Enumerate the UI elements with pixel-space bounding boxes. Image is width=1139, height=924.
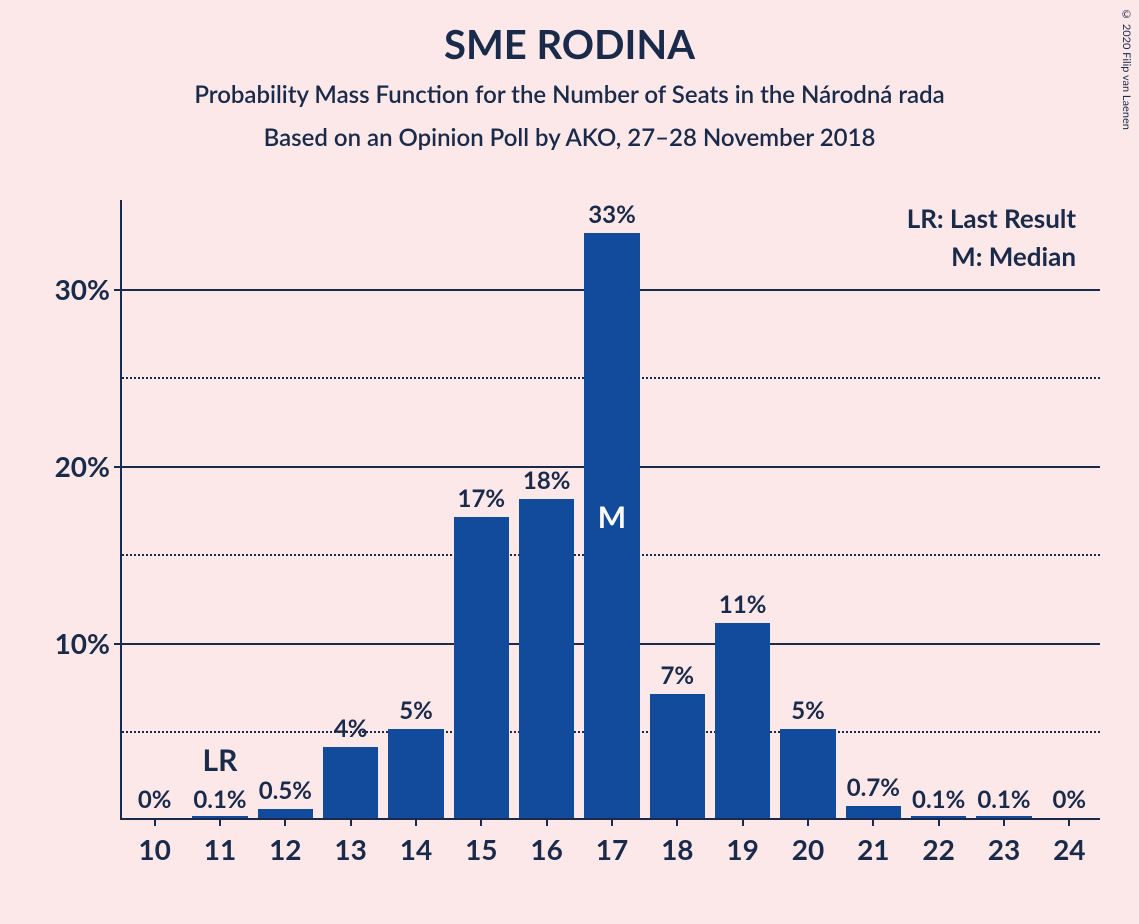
- median-marker: M: [598, 499, 626, 535]
- bar-value-label: 5%: [399, 696, 433, 725]
- xtick-mark: [284, 818, 286, 826]
- bar-slot: 18%16: [514, 198, 579, 818]
- xtick-label: 24: [1053, 832, 1085, 866]
- bar-slot: 4%13: [318, 198, 383, 818]
- bar-slot: 5%14: [383, 198, 448, 818]
- xtick-label: 19: [726, 832, 758, 866]
- bar-slot: 0%24: [1037, 198, 1102, 818]
- bar: 5%: [388, 729, 444, 818]
- xtick-label: 15: [465, 832, 497, 866]
- xtick-label: 23: [988, 832, 1020, 866]
- xtick-mark: [546, 818, 548, 826]
- bar: 7%: [650, 694, 706, 818]
- bar-value-label: 17%: [458, 484, 506, 513]
- xtick-mark: [154, 818, 156, 826]
- bar-value-label: 0%: [138, 785, 172, 814]
- xtick-label: 12: [269, 832, 301, 866]
- copyright-text: © 2020 Filip van Laenen: [1120, 8, 1133, 130]
- xtick-label: 22: [922, 832, 954, 866]
- bar-value-label: 5%: [791, 696, 825, 725]
- bar-value-label: 4%: [334, 714, 368, 743]
- xtick-label: 20: [792, 832, 824, 866]
- xtick-label: 10: [138, 832, 170, 866]
- xtick-mark: [872, 818, 874, 826]
- ytick-label: 30%: [55, 272, 122, 306]
- xtick-label: 11: [204, 832, 236, 866]
- bar-slot: 0%10: [122, 198, 187, 818]
- bar-value-label: 7%: [661, 661, 695, 690]
- xtick-mark: [938, 818, 940, 826]
- xtick-mark: [219, 818, 221, 826]
- xtick-label: 14: [400, 832, 432, 866]
- xtick-label: 21: [857, 832, 889, 866]
- bar: 0.5%: [258, 809, 314, 818]
- plot-area: LR: Last ResultM: Median 10%20%30%0%100.…: [120, 200, 1100, 820]
- xtick-mark: [415, 818, 417, 826]
- bar-slot: 0.1%22: [906, 198, 971, 818]
- last-result-marker: LR: [203, 742, 238, 778]
- bar-value-label: 0.1%: [193, 785, 246, 814]
- ytick-label: 20%: [55, 449, 122, 483]
- bar-value-label: 0%: [1053, 785, 1087, 814]
- bar: 33%M: [584, 233, 640, 818]
- bar-value-label: 33%: [588, 200, 636, 229]
- xtick-mark: [611, 818, 613, 826]
- bar-slot: 0.1%LR11: [187, 198, 252, 818]
- chart-subtitle-2: Based on an Opinion Poll by AKO, 27–28 N…: [0, 123, 1139, 152]
- chart-container: SME RODINA Probability Mass Function for…: [0, 0, 1139, 924]
- bar-slot: 0.1%23: [971, 198, 1036, 818]
- bar: 4%: [323, 747, 379, 818]
- chart-subtitle-1: Probability Mass Function for the Number…: [0, 80, 1139, 109]
- xtick-mark: [350, 818, 352, 826]
- xtick-mark: [676, 818, 678, 826]
- bar: 17%: [454, 517, 510, 818]
- bar: 18%: [519, 499, 575, 818]
- bar-slot: 5%20: [775, 198, 840, 818]
- xtick-label: 13: [334, 832, 366, 866]
- xtick-label: 18: [661, 832, 693, 866]
- bar-slot: 0.5%12: [253, 198, 318, 818]
- bar-slot: 0.7%21: [841, 198, 906, 818]
- chart-title: SME RODINA: [0, 20, 1139, 68]
- bar-slot: 7%18: [645, 198, 710, 818]
- xtick-mark: [807, 818, 809, 826]
- xtick-label: 17: [596, 832, 628, 866]
- xtick-mark: [1068, 818, 1070, 826]
- bar-value-label: 18%: [523, 466, 571, 495]
- ytick-label: 10%: [55, 626, 122, 660]
- bar-slot: 17%15: [449, 198, 514, 818]
- bar: 11%: [715, 623, 771, 818]
- bar-slot: 11%19: [710, 198, 775, 818]
- xtick-label: 16: [530, 832, 562, 866]
- bar-value-label: 0.5%: [259, 776, 312, 805]
- bar-value-label: 0.1%: [912, 785, 965, 814]
- xtick-mark: [480, 818, 482, 826]
- xtick-mark: [1003, 818, 1005, 826]
- bar-value-label: 0.1%: [977, 785, 1030, 814]
- bar: 0.7%: [846, 806, 902, 818]
- xtick-mark: [742, 818, 744, 826]
- bar-value-label: 0.7%: [847, 773, 900, 802]
- bar: 5%: [780, 729, 836, 818]
- bar-slot: 33%M17: [579, 198, 644, 818]
- bar-value-label: 11%: [719, 590, 767, 619]
